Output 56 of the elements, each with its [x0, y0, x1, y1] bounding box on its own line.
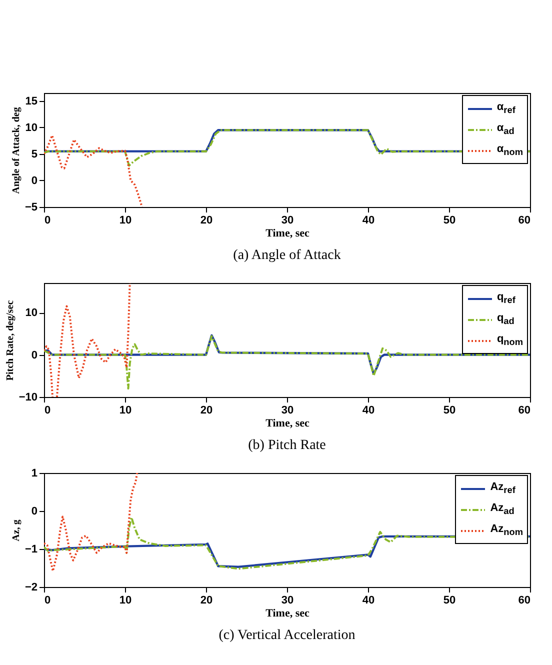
x-tick-label: 20: [200, 594, 213, 606]
text: (b) Pitch Rate: [248, 438, 326, 453]
x-axis-title: Time, sec: [266, 228, 310, 240]
line-series: [44, 334, 530, 375]
legend-label: q$_{ad}$: [496, 312, 514, 327]
x-tick-label: 20: [200, 404, 213, 416]
y-tick-label: −10: [18, 392, 38, 404]
legend-label: α$_{ref}$: [496, 101, 516, 116]
x-tick-label: 0: [44, 214, 51, 226]
y-tick-label: 0: [31, 506, 38, 518]
y-tick-label: 15: [25, 95, 38, 108]
legend-label: q$_{nom}$: [496, 333, 523, 348]
line-series: [44, 516, 530, 570]
y-tick-label: 1: [31, 468, 38, 480]
x-tick-label: 30: [281, 214, 294, 226]
y-tick-label: 10: [25, 307, 38, 320]
x-tick-label: 10: [119, 214, 132, 226]
line-series: [44, 134, 144, 207]
y-tick-label: −1: [24, 544, 38, 556]
x-tick-label: 50: [443, 404, 456, 416]
text: (c) Vertical Acceleration: [218, 628, 356, 643]
line-series: [44, 473, 138, 572]
y-axis-title: Pitch Rate, deg/sec: [4, 300, 16, 381]
x-tick-label: 40: [362, 214, 375, 226]
y-tick-label: 10: [25, 122, 38, 134]
line-series: [44, 335, 530, 390]
text: (a) Angle of Attack: [233, 248, 341, 263]
legend-label: Az$_{ref}$: [490, 481, 516, 496]
legend-label: α$_{nom}$: [496, 143, 523, 158]
x-tick-label: 0: [44, 404, 51, 416]
y-tick-label: −5: [24, 202, 38, 214]
y-tick-label: 0: [31, 174, 38, 187]
x-tick-label: 40: [362, 594, 375, 606]
x-tick-label: 60: [518, 214, 530, 226]
x-tick-label: 30: [281, 404, 294, 416]
x-tick-label: 50: [443, 214, 456, 226]
y-tick-label: −2: [24, 582, 38, 594]
legend-label: α$_{ad}$: [496, 122, 514, 137]
x-axis-title: Time, sec: [266, 418, 310, 430]
x-tick-label: 0: [44, 594, 51, 606]
x-tick-label: 30: [281, 594, 294, 606]
y-tick-label: 0: [31, 349, 38, 362]
y-axis-title: Angle of Attack, deg: [10, 107, 22, 194]
x-tick-label: 50: [443, 594, 456, 606]
x-tick-label: 60: [518, 594, 530, 606]
legend-label: q$_{ref}$: [496, 291, 516, 306]
x-tick-label: 60: [518, 404, 530, 416]
x-tick-label: 10: [119, 594, 132, 606]
legend-label: Az$_{ad}$: [490, 502, 514, 517]
x-tick-label: 20: [200, 214, 213, 226]
x-axis-title: Time, sec: [266, 608, 310, 620]
legend-label: Az$_{nom}$: [490, 523, 523, 538]
y-axis-title: Az, g: [10, 520, 22, 542]
x-tick-label: 10: [119, 404, 132, 416]
x-tick-label: 40: [362, 404, 375, 416]
y-tick-label: 5: [31, 148, 38, 160]
